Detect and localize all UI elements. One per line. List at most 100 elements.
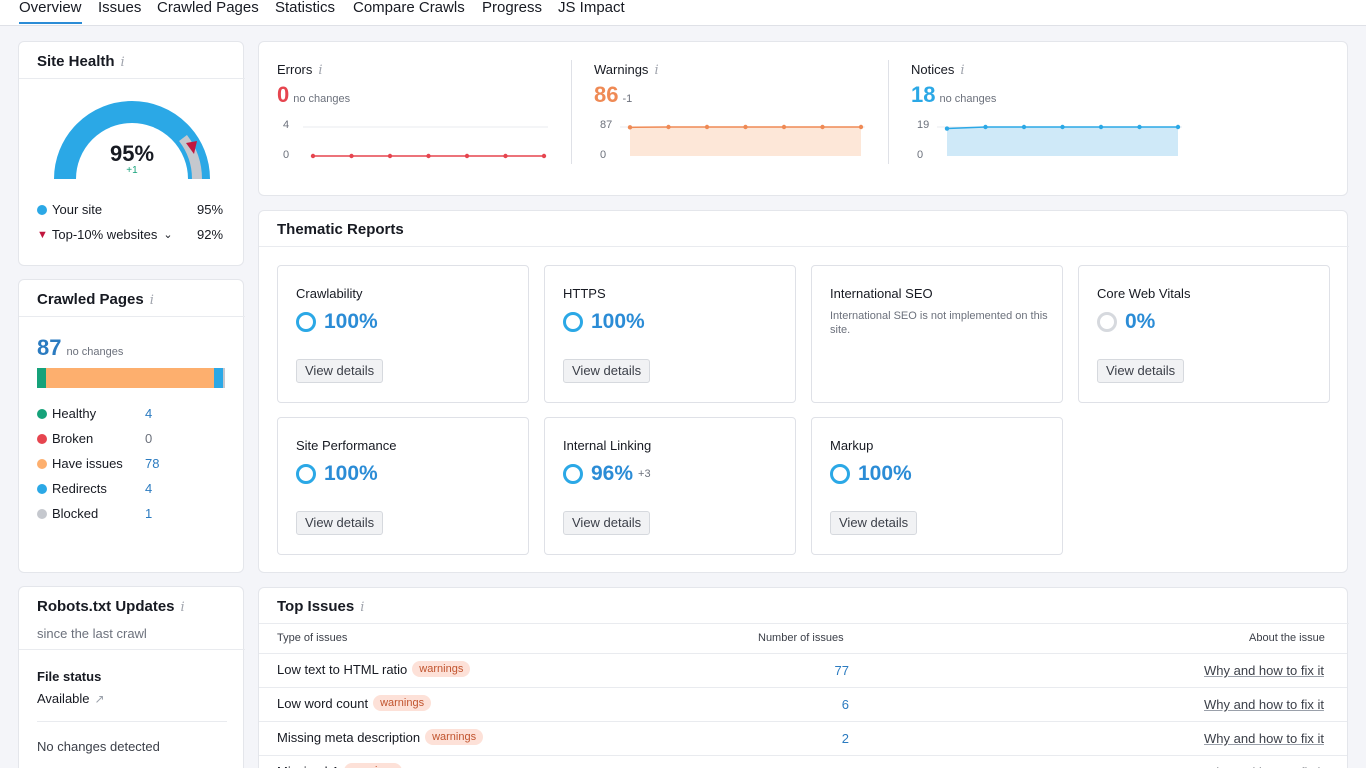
info-icon[interactable]: i xyxy=(960,63,965,78)
view-details-button[interactable]: View details xyxy=(563,359,651,383)
sparkline-point[interactable] xyxy=(387,153,393,159)
bar-segment[interactable] xyxy=(37,368,46,388)
tab-statistics[interactable]: Statistics xyxy=(275,0,336,16)
issue-count[interactable]: 6 xyxy=(841,697,849,712)
sparkline-point[interactable] xyxy=(983,124,988,130)
axis-max: 4 xyxy=(283,119,290,131)
external-link-icon[interactable]: ↗ xyxy=(94,691,105,706)
sparkline-point[interactable] xyxy=(349,153,354,159)
sparkline-point[interactable] xyxy=(1021,124,1027,130)
info-icon[interactable]: i xyxy=(149,293,154,308)
why-fix-link[interactable]: Why and how to fix it xyxy=(1204,697,1324,712)
tab-overview[interactable]: Overview xyxy=(19,0,82,24)
sparkline-point[interactable] xyxy=(1175,124,1181,130)
issue-count[interactable]: 1 xyxy=(789,765,849,768)
issue-name[interactable]: Low word count warnings xyxy=(277,695,432,711)
chevron-down-icon[interactable]: ⌄ xyxy=(163,229,173,241)
axis-min: 0 xyxy=(917,149,924,161)
tab-compare-crawls[interactable]: Compare Crawls xyxy=(353,0,465,16)
robots-changes: No changes detected xyxy=(37,739,160,754)
axis-max: 19 xyxy=(917,119,930,131)
score-ring-icon xyxy=(1097,312,1117,332)
bar-segment[interactable] xyxy=(45,368,215,388)
sparkline-point[interactable] xyxy=(1137,124,1142,130)
tab-crawled-pages[interactable]: Crawled Pages xyxy=(157,0,259,16)
sparkline-point[interactable] xyxy=(704,124,710,130)
legend-dot xyxy=(37,483,47,494)
sparkline-point[interactable] xyxy=(781,124,787,130)
sparkline-point[interactable] xyxy=(503,153,508,159)
thematic-card[interactable]: Internal Linking 96% +3 View details xyxy=(544,417,796,555)
thematic-reports-title: Thematic Reports xyxy=(277,221,404,238)
issue-count[interactable]: 2 xyxy=(841,731,849,746)
file-status-value[interactable]: Available ↗ xyxy=(37,691,105,706)
sparkline-point[interactable] xyxy=(541,153,547,159)
thematic-card[interactable]: Core Web Vitals 0% View details xyxy=(1078,265,1330,403)
why-fix-link[interactable]: Why and how to fix it xyxy=(1204,765,1324,768)
sparkline-point[interactable] xyxy=(666,124,671,130)
crawled-legend-value[interactable]: 4 xyxy=(145,481,153,496)
issue-name[interactable]: Missing h1warnings xyxy=(277,763,403,768)
thematic-card[interactable]: Crawlability 100% View details xyxy=(277,265,529,403)
why-fix-link[interactable]: Why and how to fix it xyxy=(1204,731,1324,746)
view-details-button[interactable]: View details xyxy=(830,511,918,535)
thematic-card-name: HTTPS xyxy=(563,286,606,301)
sparkline-point[interactable] xyxy=(944,126,950,131)
sparkline-point[interactable] xyxy=(310,153,316,159)
metric-value[interactable]: 86 -1 xyxy=(594,82,633,107)
sparkline-point[interactable] xyxy=(464,153,470,159)
tab-js-impact[interactable]: JS Impact xyxy=(558,0,625,16)
sparkline-point[interactable] xyxy=(858,124,864,130)
axis-max: 87 xyxy=(600,119,613,131)
sparkline-point[interactable] xyxy=(426,153,431,159)
issue-name[interactable]: Low text to HTML ratio warnings xyxy=(277,661,471,677)
crawled-legend-value[interactable]: 4 xyxy=(145,406,153,421)
crawled-legend-value[interactable]: 78 xyxy=(145,456,160,471)
view-details-button[interactable]: View details xyxy=(1097,359,1185,383)
thematic-card[interactable]: Markup 100% View details xyxy=(811,417,1063,555)
metric-value[interactable]: 0 no changes xyxy=(277,82,351,107)
legend-dot xyxy=(37,408,47,419)
issue-count[interactable]: 77 xyxy=(834,663,849,678)
thematic-card[interactable]: HTTPS 100% View details xyxy=(544,265,796,403)
top10-legend[interactable]: ▼ Top-10% websites ⌄ xyxy=(37,227,173,242)
why-fix-link[interactable]: Why and how to fix it xyxy=(1204,663,1324,678)
info-icon[interactable]: i xyxy=(180,600,185,615)
top-issues-title: Top Issues i xyxy=(277,598,365,615)
info-icon[interactable]: i xyxy=(654,63,659,78)
sparkline-point[interactable] xyxy=(1060,124,1065,130)
thematic-card-note: International SEO is not implemented on … xyxy=(830,310,1048,336)
issue-name[interactable]: Missing meta description warnings xyxy=(277,729,484,745)
axis-min: 0 xyxy=(600,149,607,161)
view-details-button[interactable]: View details xyxy=(296,511,384,535)
col-about-header: About the issue xyxy=(1249,632,1325,644)
view-details-button[interactable]: View details xyxy=(563,511,651,535)
thematic-card-score: 96% +3 xyxy=(563,462,651,486)
legend-dot xyxy=(37,508,47,519)
metric-value[interactable]: 18 no changes xyxy=(911,82,997,107)
sparkline-point[interactable] xyxy=(743,124,748,130)
sparkline-point[interactable] xyxy=(820,124,825,130)
thematic-card-name: Crawlability xyxy=(296,286,363,301)
thematic-card[interactable]: Site Performance 100% View details xyxy=(277,417,529,555)
view-details-button[interactable]: View details xyxy=(296,359,384,383)
crawled-pages-title: Crawled Pages i xyxy=(37,291,154,308)
bar-segment[interactable] xyxy=(222,368,225,388)
info-icon[interactable]: i xyxy=(318,63,323,78)
bar-segment[interactable] xyxy=(214,368,223,388)
crawled-legend-value[interactable]: 1 xyxy=(145,506,153,521)
metric-sparkline xyxy=(937,124,1182,156)
your-site-legend: Your site xyxy=(37,202,102,217)
sparkline-point[interactable] xyxy=(1098,124,1104,130)
info-icon[interactable]: i xyxy=(120,55,125,70)
warnings-badge: warnings xyxy=(344,763,403,768)
top10-value: 92% xyxy=(197,227,224,242)
thematic-card-score: 0% xyxy=(1097,310,1155,334)
legend-dot xyxy=(37,433,47,444)
tab-issues[interactable]: Issues xyxy=(98,0,142,16)
thematic-card[interactable]: International SEO International SEO is no… xyxy=(811,265,1063,403)
site-health-gauge xyxy=(54,101,210,180)
tab-progress[interactable]: Progress xyxy=(482,0,543,16)
sparkline-point[interactable] xyxy=(627,125,633,130)
info-icon[interactable]: i xyxy=(360,600,365,615)
